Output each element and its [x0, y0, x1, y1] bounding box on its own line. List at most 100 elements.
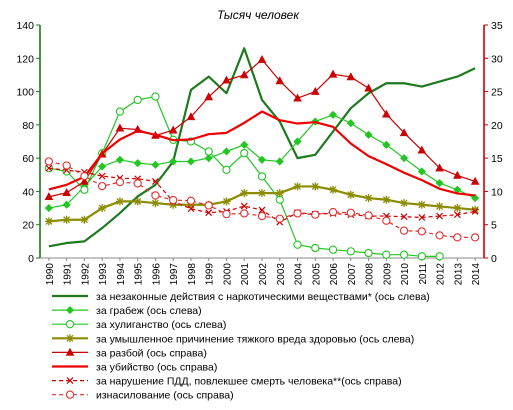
data-point — [382, 195, 391, 204]
data-point — [435, 231, 444, 240]
x-axis-tick-label: 2011 — [418, 263, 429, 285]
data-point — [346, 190, 355, 199]
data-point — [293, 93, 302, 102]
data-point — [382, 109, 391, 118]
data-point — [435, 163, 444, 172]
data-point — [400, 199, 409, 208]
data-point — [257, 172, 267, 181]
data-point — [80, 185, 89, 194]
legend-label: за нарушение ПДД, повлекшее смерть челов… — [96, 376, 402, 388]
data-point — [399, 128, 409, 137]
x-axis-tick-label: 1997 — [169, 263, 180, 286]
series-0 — [48, 47, 476, 248]
data-point — [453, 204, 462, 213]
series-line — [48, 110, 476, 197]
x-axis-tick-label: 1992 — [80, 263, 91, 286]
legend-label: за грабеж (ось слева) — [96, 305, 202, 317]
data-point — [399, 250, 409, 259]
left-axis-tick-label: 0 — [28, 253, 34, 265]
data-point — [44, 192, 54, 201]
legend-item: за убийство (ось справа) — [52, 362, 217, 374]
legend-marker — [66, 377, 74, 385]
right-axis-tick-label: 10 — [491, 186, 503, 198]
data-point — [186, 157, 196, 166]
data-point — [169, 157, 178, 166]
data-point — [186, 112, 196, 121]
data-point — [62, 188, 71, 197]
data-point — [364, 211, 373, 220]
data-point — [346, 247, 355, 256]
data-point — [453, 233, 462, 242]
data-point — [186, 196, 196, 205]
x-axis-tick-label: 1996 — [151, 263, 162, 286]
data-point — [240, 148, 249, 158]
data-point — [293, 209, 302, 218]
data-point — [293, 240, 302, 249]
data-point — [62, 200, 71, 209]
data-point — [80, 171, 89, 181]
data-point — [222, 165, 231, 174]
series-line — [48, 47, 476, 248]
data-point — [115, 177, 125, 187]
data-point — [240, 209, 249, 218]
x-axis-tick-label: 2012 — [436, 263, 447, 286]
x-axis-tick-label: 2004 — [294, 263, 305, 286]
data-point — [115, 155, 124, 164]
data-point — [151, 199, 160, 208]
legend-item: за разбой (ось справа) — [52, 347, 207, 359]
data-point — [346, 72, 356, 81]
data-point — [364, 194, 373, 203]
data-point — [417, 145, 427, 154]
data-point — [151, 160, 160, 169]
right-axis-tick-label: 15 — [491, 153, 503, 165]
data-point — [222, 147, 231, 156]
data-point — [115, 107, 125, 116]
left-axis-tick-label: 40 — [22, 186, 34, 198]
data-point — [275, 195, 284, 204]
data-point — [257, 211, 267, 221]
data-point — [151, 191, 160, 200]
left-axis-tick-label: 120 — [16, 53, 34, 65]
data-point — [382, 216, 391, 225]
data-point — [187, 205, 195, 213]
data-point — [435, 202, 444, 211]
data-point — [311, 210, 320, 219]
left-axis-tick-label: 100 — [16, 87, 34, 99]
x-axis-tick-label: 2007 — [347, 263, 358, 286]
x-axis-tick-label: 1995 — [134, 263, 145, 286]
data-point — [115, 123, 125, 132]
x-axis-tick-label: 1994 — [116, 263, 127, 286]
right-axis-tick-label: 20 — [491, 120, 503, 132]
data-point — [240, 202, 248, 210]
data-point — [204, 92, 214, 101]
data-point — [62, 215, 71, 224]
x-axis-tick-label: 1993 — [98, 263, 109, 286]
data-point — [222, 75, 231, 84]
data-point — [328, 207, 338, 217]
data-point — [204, 201, 213, 210]
x-axis-tick-label: 2010 — [400, 263, 411, 286]
data-point — [257, 54, 267, 63]
data-point — [133, 179, 142, 188]
legend-marker — [65, 306, 75, 315]
data-point — [169, 195, 178, 205]
x-axis-tick-label: 2001 — [240, 263, 251, 286]
data-point — [44, 217, 53, 226]
data-point — [205, 209, 213, 217]
data-point — [151, 92, 160, 101]
left-axis-tick-label: 60 — [22, 153, 34, 165]
data-point — [133, 159, 142, 168]
x-axis-tick-label: 2003 — [276, 263, 287, 286]
data-point — [275, 189, 284, 198]
x-axis-tick-label: 2000 — [222, 263, 233, 286]
data-point — [169, 200, 178, 209]
right-axis-tick-label: 0 — [491, 253, 497, 265]
data-point — [115, 197, 124, 206]
legend-label: за незаконные действия с наркотическими … — [96, 291, 430, 303]
data-point — [328, 245, 338, 254]
data-point — [329, 185, 338, 194]
data-point — [240, 189, 249, 198]
data-point — [240, 140, 249, 149]
series-5 — [48, 110, 476, 197]
data-point — [98, 162, 107, 171]
